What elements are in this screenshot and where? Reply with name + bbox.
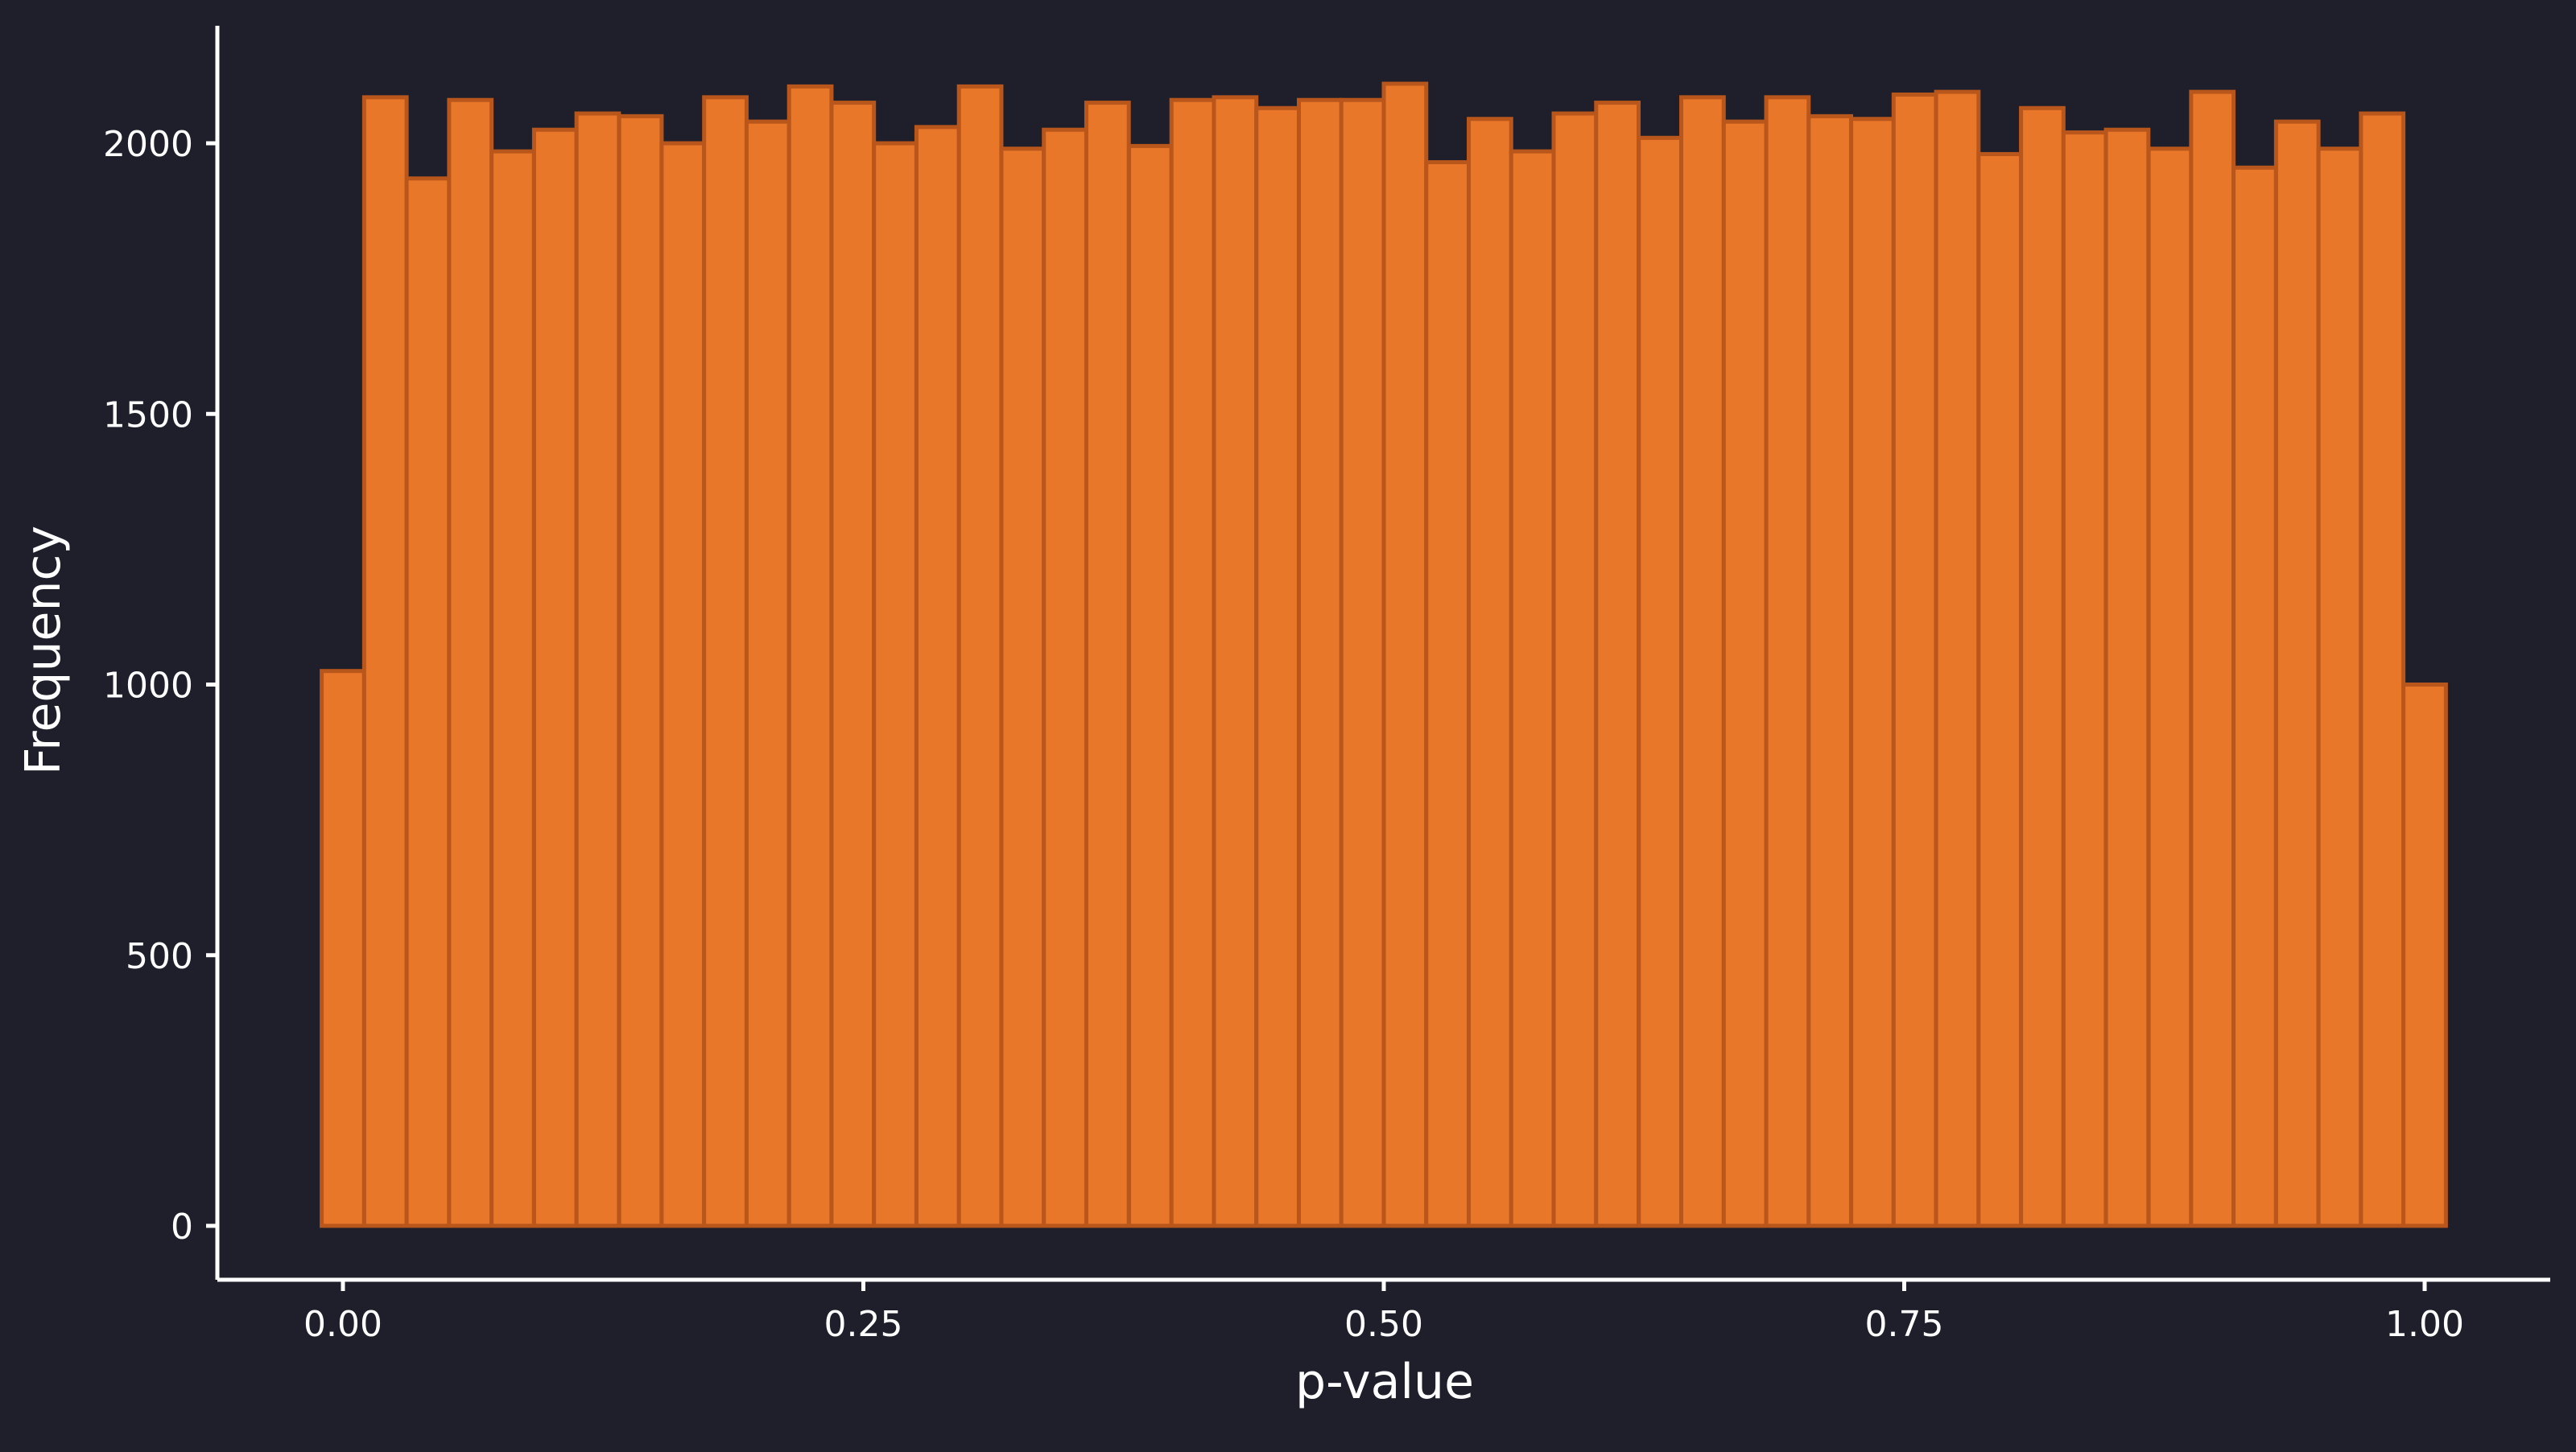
histogram-bar xyxy=(1381,81,1429,1228)
histogram-bar xyxy=(2146,146,2194,1228)
histogram-bar xyxy=(1212,95,1259,1228)
ticks-layer: 0.00 0.25 0.50 0.75 1.00 0 500 1000 1500 2000 xyxy=(103,124,2464,1345)
histogram-bar xyxy=(786,84,834,1228)
histogram-bar xyxy=(659,141,707,1228)
histogram-bar xyxy=(1679,95,1726,1228)
x-tick-label: 0.50 xyxy=(1344,1304,1423,1345)
x-tick-label: 1.00 xyxy=(2385,1304,2464,1345)
histogram-bar xyxy=(1509,149,1556,1228)
histogram-bar xyxy=(404,176,452,1228)
x-tick-label: 0.25 xyxy=(824,1304,903,1345)
histogram-bar xyxy=(1169,97,1216,1228)
bars-layer xyxy=(320,81,2448,1228)
histogram-bar xyxy=(1637,135,1684,1228)
histogram-bar xyxy=(2359,111,2406,1228)
histogram-bar xyxy=(2231,165,2278,1228)
histogram-bar xyxy=(956,84,1004,1228)
histogram-bar xyxy=(361,95,409,1228)
histogram-bar xyxy=(744,119,791,1228)
histogram-bar xyxy=(829,101,877,1228)
x-tick-label: 0.75 xyxy=(1865,1304,1944,1345)
x-axis-title: p-value xyxy=(1295,1354,1474,1410)
histogram-bar xyxy=(1551,111,1599,1228)
histogram-bar xyxy=(2401,683,2448,1228)
histogram-bar xyxy=(1084,101,1131,1228)
histogram-bar xyxy=(531,127,579,1228)
y-axis-title: Frequency xyxy=(15,526,72,775)
histogram-bar xyxy=(2316,146,2363,1228)
histogram-bar xyxy=(1764,95,1811,1228)
histogram-bar xyxy=(1594,101,1641,1228)
histogram-bar xyxy=(1042,127,1088,1228)
histogram-bar xyxy=(1254,105,1301,1228)
histogram-bar xyxy=(2019,105,2066,1228)
histogram-bar xyxy=(999,146,1046,1228)
histogram-bar xyxy=(1126,143,1174,1228)
histogram-bar xyxy=(1976,151,2024,1228)
histogram-bar xyxy=(2189,89,2236,1228)
histogram-bar xyxy=(702,95,749,1228)
histogram-bar xyxy=(1467,117,1513,1228)
histogram-bar xyxy=(2061,130,2108,1228)
y-tick-label: 2000 xyxy=(103,124,193,165)
y-tick-label: 1500 xyxy=(103,394,193,435)
histogram-bar xyxy=(1849,117,1896,1228)
histogram-bar xyxy=(320,669,366,1228)
y-tick-label: 500 xyxy=(126,936,193,977)
histogram-bar xyxy=(2273,119,2321,1228)
histogram-bar xyxy=(1891,92,1938,1228)
histogram-bar xyxy=(1339,97,1386,1228)
histogram-bar xyxy=(914,125,961,1228)
histogram-bar xyxy=(489,149,536,1228)
x-tick-label: 0.00 xyxy=(303,1304,382,1345)
y-tick-label: 1000 xyxy=(103,666,193,707)
histogram-bar xyxy=(1424,160,1472,1228)
histogram-bar xyxy=(1296,97,1344,1228)
histogram-bar xyxy=(1934,89,1981,1228)
histogram-bar xyxy=(1721,119,1769,1228)
y-tick-label: 0 xyxy=(171,1207,193,1248)
histogram-bar xyxy=(447,97,494,1228)
histogram-bar xyxy=(2103,127,2151,1228)
histogram-bar xyxy=(1806,113,1854,1228)
histogram-bar xyxy=(617,113,664,1228)
histogram-bar xyxy=(872,141,919,1228)
histogram-bar xyxy=(574,111,621,1228)
